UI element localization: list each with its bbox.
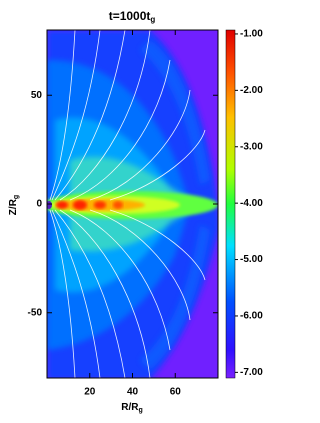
- colorbar-tick-label: -4.00: [240, 198, 263, 209]
- colorbar-tick-label: -7.00: [240, 367, 263, 378]
- y-axis-label: Z/Rg: [8, 195, 20, 215]
- y-tick-label: 50: [31, 90, 43, 101]
- colorbar-tick-label: -1.00: [240, 29, 263, 40]
- colorbar-tick-label: -3.00: [240, 141, 263, 152]
- density-map: [47, 30, 218, 378]
- colorbar: [225, 29, 236, 379]
- colorbar-tick-label: -5.00: [240, 254, 263, 265]
- field-lines: [49, 30, 206, 378]
- y-tick-label: -50: [28, 307, 43, 318]
- y-tick-label: 0: [36, 199, 42, 210]
- colorbar-tick-label: -2.00: [240, 85, 263, 96]
- chart-title: t=1000tg: [109, 9, 156, 24]
- x-tick-label: 40: [127, 387, 139, 398]
- x-tick-label: 20: [84, 387, 96, 398]
- x-tick-label: 60: [170, 387, 182, 398]
- colorbar-tick-label: -6.00: [240, 311, 263, 322]
- x-axis-label: R/Rg: [121, 402, 143, 414]
- chart: t=1000tg R/Rg Z/Rg 20 40 60 -50 0 50 -1.00 -2.0…: [8, 9, 264, 414]
